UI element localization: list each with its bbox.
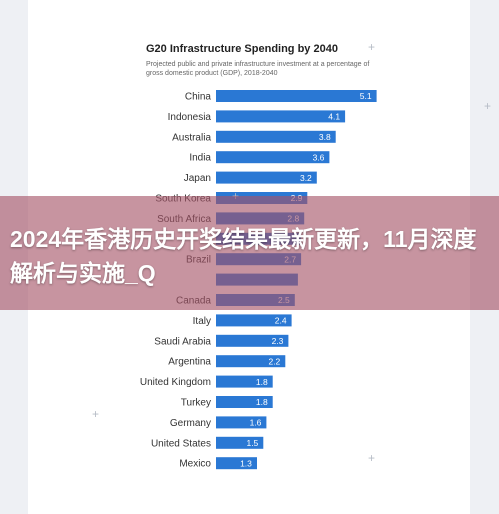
bar [216,416,267,429]
headline-text[interactable]: 2024年香港历史开奖结果最新更新，11月深度解析与实施_Q [10,226,477,286]
bar [216,355,286,368]
category-label: Italy [193,316,211,327]
value-label: 1.8 [256,397,268,407]
value-label: 4.1 [328,112,340,122]
chart-subtitle: Projected public and private infrastruct… [146,61,370,77]
category-label: Germany [170,418,211,429]
decor-cross-icon: + [368,40,376,54]
bar [216,375,273,388]
bar [216,457,257,470]
value-label: 3.2 [300,173,312,183]
category-label: Argentina [168,357,211,368]
category-label: Saudi Arabia [154,336,211,347]
category-label: Australia [172,132,211,143]
bar [216,171,317,184]
value-label: 1.3 [240,458,252,468]
bar [216,436,264,449]
value-label: 3.8 [319,132,331,142]
category-label: United Kingdom [140,377,211,388]
bar [216,130,336,143]
value-label: 1.5 [246,438,258,448]
bar [216,90,377,102]
category-label: India [189,153,211,164]
value-label: 2.4 [275,316,287,326]
value-label: 1.8 [256,377,268,387]
bar [216,110,346,123]
headline-overlay [0,196,499,310]
chart-title: G20 Infrastructure Spending by 2040 [146,43,338,55]
bar [216,334,289,347]
category-label: Turkey [181,398,211,409]
bar [216,151,330,164]
category-label: United States [151,438,211,449]
category-label: Japan [184,173,211,184]
category-label: China [185,92,212,103]
category-label: Indonesia [168,112,212,123]
decor-cross-icon: + [484,99,492,113]
bar [216,396,273,408]
bar [216,314,292,327]
value-label: 5.1 [360,91,372,101]
category-label: Mexico [179,459,211,470]
value-label: 1.6 [250,418,262,428]
decor-cross-icon: + [368,451,376,465]
value-label: 2.2 [268,356,280,366]
value-label: 3.6 [313,152,325,162]
decor-cross-icon: + [92,407,100,421]
value-label: 2.3 [272,336,284,346]
